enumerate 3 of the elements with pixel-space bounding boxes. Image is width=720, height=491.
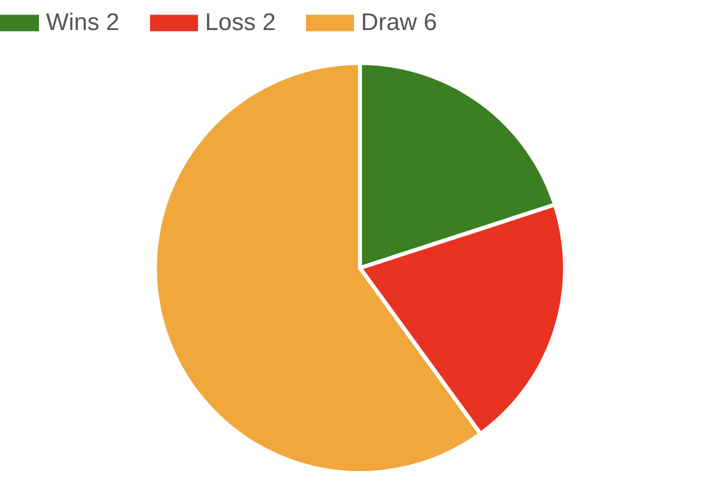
legend-label: Wins 2 [46, 9, 120, 36]
legend-label: Loss 2 [205, 9, 276, 36]
legend-label: Draw 6 [361, 9, 438, 36]
